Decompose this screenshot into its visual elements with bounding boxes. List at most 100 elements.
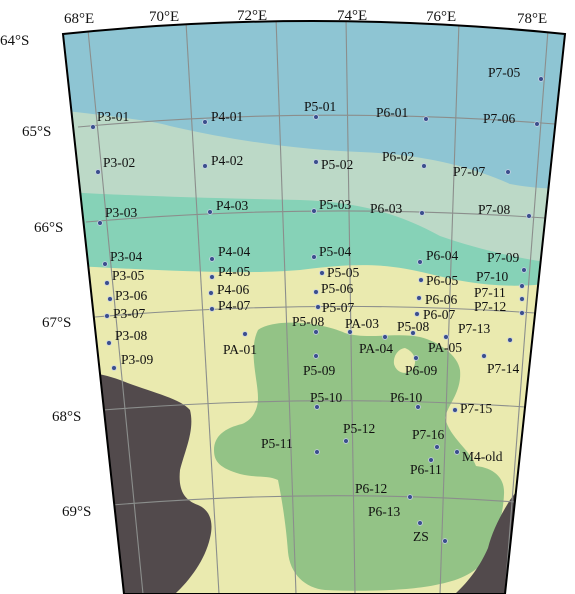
station-marker: [209, 306, 215, 312]
station-marker: [102, 261, 108, 267]
station-label: ZS: [413, 529, 429, 544]
station-marker: [107, 296, 113, 302]
station-p7-10: P7-10: [476, 269, 525, 289]
station-label: P4-06: [217, 282, 250, 297]
station-marker: [423, 116, 429, 122]
station-marker: [407, 494, 413, 500]
station-label: P3-09: [121, 352, 154, 367]
map-frame: [61, 20, 567, 594]
station-marker: [519, 310, 525, 316]
station-label: P7-08: [478, 202, 511, 217]
station-p6-12: P6-12: [355, 481, 413, 500]
station-p5-02: P5-02: [313, 157, 353, 172]
station-label: P7-11: [474, 285, 506, 300]
station-label: P7-05: [488, 65, 521, 80]
station-label: P7-10: [476, 269, 509, 284]
station-p5-06: P5-06: [313, 281, 354, 296]
station-label: P5-07: [322, 300, 355, 315]
station-marker: [421, 163, 427, 169]
station-label: P5-08: [397, 319, 430, 334]
station-label: P5-04: [319, 244, 352, 259]
station-p5-07: P5-07: [315, 300, 355, 315]
station-label: P6-11: [410, 462, 442, 477]
station-marker: [202, 119, 208, 125]
station-p7-05: P7-05: [488, 65, 544, 82]
station-label: P5-03: [319, 197, 352, 212]
station-p5-11: P5-11: [261, 436, 320, 455]
station-label: PA-05: [428, 340, 462, 355]
station-marker: [95, 169, 101, 175]
station-p7-08: P7-08: [478, 202, 532, 219]
station-label: P3-04: [110, 249, 143, 264]
station-marker: [97, 220, 103, 226]
station-marker: [207, 209, 213, 215]
station-p6-09: P6-09: [405, 355, 438, 378]
station-label: P3-01: [97, 109, 129, 124]
station-label: P6-03: [370, 201, 403, 216]
station-p3-02: P3-02: [95, 155, 135, 175]
station-marker: [343, 438, 349, 444]
station-label: P5-10: [310, 390, 343, 405]
station-label: P5-01: [304, 99, 336, 114]
station-marker: [410, 330, 416, 336]
station-p6-13: P6-13: [368, 504, 423, 526]
station-marker: [314, 449, 320, 455]
station-p4-02: P4-02: [202, 153, 243, 169]
station-marker: [208, 290, 214, 296]
station-p5-08: P5-08: [397, 319, 430, 336]
station-marker: [452, 407, 458, 413]
station-p5-05: P5-05: [319, 265, 360, 280]
station-marker: [416, 295, 422, 301]
station-label: P6-13: [368, 504, 401, 519]
station-p7-15: P7-15: [452, 401, 493, 416]
station-marker: [538, 76, 544, 82]
station-label: P5-05: [327, 265, 360, 280]
station-label: P3-07: [113, 306, 146, 321]
station-p4-01: P4-01: [202, 109, 243, 125]
station-p6-10: P6-10: [390, 390, 423, 410]
lat-label-69s: 69°S: [62, 504, 91, 520]
station-label: P6-07: [423, 307, 456, 322]
station-pa-05: PA-05: [428, 334, 462, 355]
station-p3-01: P3-01: [90, 109, 129, 130]
lat-label-66s: 66°S: [34, 220, 63, 236]
station-marker: [481, 353, 487, 359]
station-label: P3-08: [115, 328, 148, 343]
station-marker: [313, 114, 319, 120]
station-marker: [311, 208, 317, 214]
station-p7-07: P7-07: [453, 164, 511, 179]
lon-label-78e: 78°E: [517, 11, 547, 27]
station-label: P6-12: [355, 481, 387, 496]
station-label: P7-09: [487, 250, 520, 265]
station-p5-03: P5-03: [311, 197, 352, 214]
station-marker: [313, 159, 319, 165]
station-label: P7-16: [412, 427, 445, 442]
station-p3-08: P3-08: [106, 328, 148, 346]
station-p6-02: P6-02: [382, 149, 427, 169]
station-marker: [104, 280, 110, 286]
station-label: P4-01: [211, 109, 243, 124]
station-p4-04: P4-04: [209, 244, 251, 262]
station-label: P6-09: [405, 363, 438, 378]
lon-label-72e: 72°E: [237, 8, 267, 24]
station-p6-05: P6-05: [418, 273, 459, 288]
lon-label-74e: 74°E: [337, 8, 367, 24]
station-p4-05: P4-05: [209, 264, 251, 280]
station-p6-03: P6-03: [370, 201, 425, 216]
station-marker: [526, 213, 532, 219]
station-marker: [519, 296, 525, 302]
station-marker: [313, 329, 319, 335]
station-p3-09: P3-09: [111, 352, 154, 371]
station-label: P6-06: [425, 292, 458, 307]
station-marker: [428, 457, 434, 463]
station-p3-07: P3-07: [104, 306, 146, 321]
station-label: P4-05: [218, 264, 251, 279]
lat-label-68s: 68°S: [52, 409, 81, 425]
longitude-labels: 68°E 70°E 72°E 74°E 76°E 78°E: [64, 8, 547, 27]
station-p7-09: P7-09: [487, 250, 527, 273]
station-label: P5-06: [321, 281, 354, 296]
station-marker: [417, 520, 423, 526]
station-marker: [505, 169, 511, 175]
station-marker: [106, 340, 112, 346]
station-marker: [313, 353, 319, 359]
